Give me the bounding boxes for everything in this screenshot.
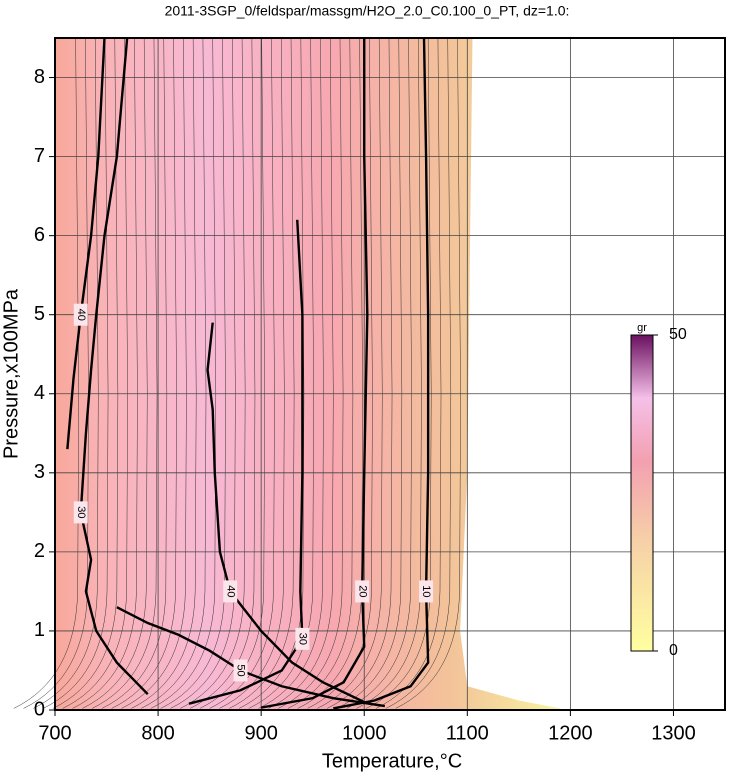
thin-contour <box>180 37 246 709</box>
y-tick-label: 1 <box>34 619 45 641</box>
thin-contour <box>150 37 217 709</box>
plot-frame <box>54 37 726 711</box>
y-tick-label: 4 <box>34 382 45 404</box>
filled-field <box>55 38 561 710</box>
thin-contour <box>238 37 305 709</box>
thin-contour <box>336 37 403 709</box>
contour-label-bg <box>295 627 310 650</box>
thin-contour <box>13 37 79 709</box>
thin-contour <box>278 37 344 709</box>
thin-contour <box>140 37 207 709</box>
thin-contour <box>82 37 148 709</box>
chart-title: 2011-3SGP_0/feldspar/massgm/H2O_2.0_C0.1… <box>165 3 570 19</box>
y-tick-label: 6 <box>34 224 45 246</box>
y-tick-label: 0 <box>34 698 45 720</box>
y-axis-label: Pressure,x100MPa <box>0 288 22 459</box>
x-tick-label: 1200 <box>548 722 593 744</box>
contour-label-bg <box>419 580 434 603</box>
thin-contour <box>33 37 99 709</box>
y-tick-label: 7 <box>34 145 45 167</box>
thin-contour <box>91 37 158 709</box>
colorbar-tick-label: 50 <box>669 326 687 343</box>
x-tick-label: 1300 <box>651 722 696 744</box>
colorbar <box>630 334 654 652</box>
contour-label: 40 <box>75 309 87 321</box>
thin-contour <box>248 37 314 709</box>
y-tick-label: 8 <box>34 66 45 88</box>
contour-label-bg <box>223 580 238 603</box>
thin-contour <box>395 37 461 709</box>
colorbar-tick-label: 0 <box>669 642 678 659</box>
x-tick-label: 800 <box>141 722 174 744</box>
x-tick-label: 1100 <box>446 722 489 744</box>
thin-contour <box>346 37 412 709</box>
contour-label: 50 <box>235 664 247 676</box>
contour-line <box>66 37 106 450</box>
contour-label: 30 <box>296 633 308 645</box>
thin-contour <box>111 37 177 709</box>
thin-contour <box>199 37 266 709</box>
thin-contour <box>131 37 197 709</box>
contour-label: 10 <box>420 585 432 597</box>
contour-line <box>188 219 304 705</box>
contour-label: 20 <box>356 585 368 597</box>
thin-contour <box>43 37 109 709</box>
thin-contour <box>121 37 187 709</box>
thin-contour <box>385 37 452 709</box>
contour-line <box>206 322 365 704</box>
thin-contour <box>23 37 89 709</box>
contour-label-bg <box>73 303 88 326</box>
contour-label-bg <box>355 580 370 603</box>
x-tick-label: 1000 <box>342 722 387 744</box>
thin-contour <box>219 37 285 709</box>
contour-label: 40 <box>224 585 236 597</box>
y-tick-label: 5 <box>34 303 45 325</box>
thin-contour <box>229 37 295 709</box>
colorbar-label: gr <box>637 322 647 334</box>
x-tick-label: 700 <box>38 722 71 744</box>
x-axis-label: Temperature,°C <box>322 750 462 772</box>
thin-contour <box>62 37 128 709</box>
contour-label: 30 <box>75 506 87 518</box>
plot-area <box>13 37 461 709</box>
thin-contour <box>101 37 168 709</box>
y-tick-label: 2 <box>34 540 45 562</box>
thin-contour <box>52 37 119 709</box>
x-tick-label: 900 <box>244 722 277 744</box>
contour-label-bg <box>233 659 248 682</box>
thin-contour <box>258 37 324 709</box>
y-tick-label: 3 <box>34 461 45 483</box>
contour-label-bg <box>73 501 88 524</box>
thin-contour <box>268 37 334 709</box>
contour-line <box>116 606 386 708</box>
contour-line <box>79 37 149 696</box>
thin-contour <box>72 37 138 709</box>
